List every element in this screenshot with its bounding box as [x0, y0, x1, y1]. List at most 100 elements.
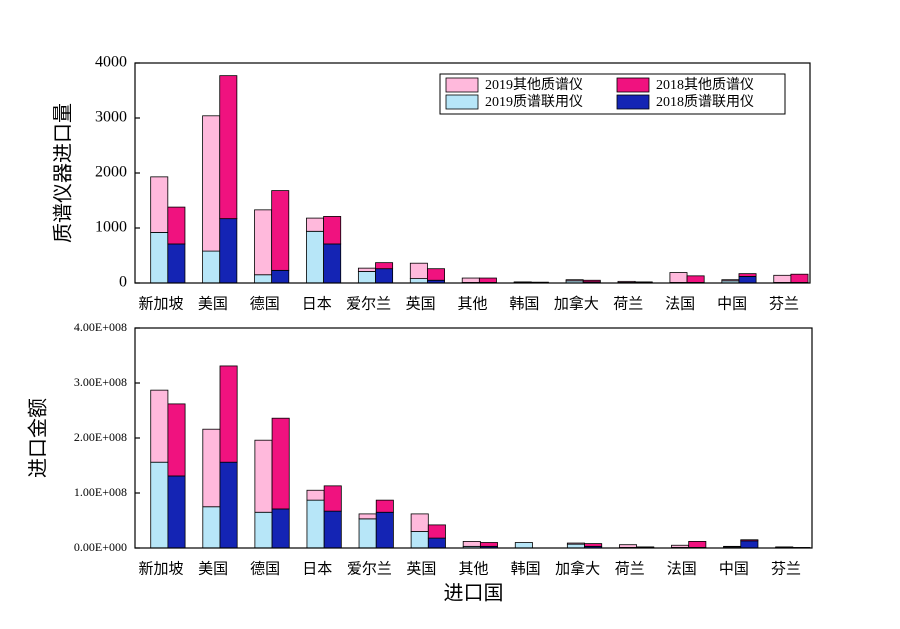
- bar: [740, 539, 759, 542]
- legend-label: 2018其他质谱仪: [656, 77, 754, 93]
- bar: [323, 243, 342, 284]
- bar: [775, 546, 794, 548]
- bar: [721, 279, 740, 282]
- legend-swatch: [616, 77, 650, 93]
- x-tick-label: 其他: [457, 295, 487, 312]
- bar: [479, 542, 498, 547]
- y-tick-label: 3.00E+008: [74, 375, 127, 389]
- y-tick-label: 4.00E+008: [74, 320, 127, 334]
- bar: [686, 275, 705, 283]
- bar: [617, 280, 636, 283]
- bar: [323, 510, 342, 549]
- x-axis-label: 进口国: [444, 582, 504, 605]
- bar: [271, 190, 290, 271]
- bar: [738, 275, 757, 284]
- bar: [410, 513, 429, 532]
- bar: [514, 542, 533, 549]
- legend-label: 2019其他质谱仪: [485, 77, 583, 93]
- bar: [375, 268, 394, 284]
- bar: [427, 524, 446, 539]
- x-tick-label: 德国: [250, 559, 280, 577]
- bar: [254, 439, 273, 513]
- bar: [619, 544, 638, 548]
- y-tick-label: 1000: [95, 219, 127, 236]
- bar: [358, 518, 377, 549]
- bar: [634, 281, 653, 283]
- bar: [375, 511, 394, 549]
- x-tick-label: 韩国: [511, 560, 541, 577]
- bar: [357, 267, 376, 272]
- x-tick-label: 加拿大: [554, 294, 599, 312]
- bar: [254, 209, 273, 276]
- x-tick-label: 其他: [458, 560, 488, 577]
- bar: [669, 272, 688, 283]
- bar: [254, 511, 273, 549]
- bar: [427, 537, 446, 549]
- bar: [358, 513, 377, 520]
- bar: [427, 268, 445, 281]
- bar: [582, 279, 601, 283]
- bar: [306, 489, 325, 501]
- x-tick-label: 法国: [665, 295, 695, 312]
- bar: [323, 485, 342, 512]
- bar: [513, 281, 532, 283]
- bar: [306, 217, 324, 232]
- bar: [167, 475, 186, 549]
- y-tick-label: 0: [119, 274, 127, 291]
- y-tick-label: 2000: [95, 164, 127, 181]
- bar: [375, 499, 394, 513]
- bar: [202, 115, 221, 252]
- bar: [254, 274, 273, 284]
- bar: [461, 277, 480, 283]
- bar: [723, 545, 742, 548]
- legend-box: [439, 73, 786, 115]
- x-tick-label: 美国: [198, 560, 228, 577]
- bar: [409, 262, 428, 280]
- bar: [671, 544, 690, 548]
- bar: [375, 262, 394, 270]
- bar: [219, 218, 238, 284]
- x-tick-label: 新加坡: [138, 295, 183, 312]
- bar: [202, 506, 221, 549]
- legend-label: 2019质谱联用仪: [485, 94, 583, 110]
- y-tick-label: 1.00E+008: [74, 485, 127, 499]
- bar: [566, 542, 585, 545]
- bar: [150, 176, 169, 233]
- bar: [167, 243, 186, 284]
- bar: [167, 206, 186, 245]
- bar: [740, 540, 759, 549]
- bar: [167, 403, 186, 477]
- bar: [357, 271, 376, 284]
- x-tick-label: 德国: [250, 294, 280, 312]
- bar: [306, 499, 325, 549]
- x-tick-label: 韩国: [509, 295, 539, 312]
- x-tick-label: 芬兰: [769, 295, 799, 312]
- bar: [271, 417, 290, 510]
- y-tick-label: 4000: [95, 54, 127, 71]
- y-axis-label: 质谱仪器进口量: [52, 103, 75, 243]
- bar: [150, 231, 169, 284]
- x-tick-label: 爱尔兰: [347, 560, 392, 577]
- bar: [565, 279, 584, 282]
- bar: [271, 508, 290, 549]
- x-tick-label: 中国: [717, 295, 747, 312]
- y-axis-label: 进口金额: [27, 398, 50, 478]
- bar: [202, 428, 221, 508]
- bar: [478, 277, 497, 283]
- bar: [150, 389, 169, 463]
- bar: [636, 546, 655, 548]
- bar: [219, 75, 238, 220]
- x-tick-label: 新加坡: [139, 560, 184, 577]
- bar: [409, 278, 428, 284]
- x-tick-label: 英国: [406, 294, 436, 312]
- bar: [688, 541, 707, 548]
- y-tick-label: 0.00E+000: [74, 540, 127, 554]
- bar: [150, 461, 169, 549]
- bar: [773, 274, 792, 283]
- legend-swatch: [616, 94, 650, 110]
- x-tick-label: 英国: [406, 559, 436, 577]
- y-tick-label: 3000: [95, 109, 127, 126]
- legend-label: 2018质谱联用仪: [656, 94, 754, 110]
- bar: [219, 365, 238, 463]
